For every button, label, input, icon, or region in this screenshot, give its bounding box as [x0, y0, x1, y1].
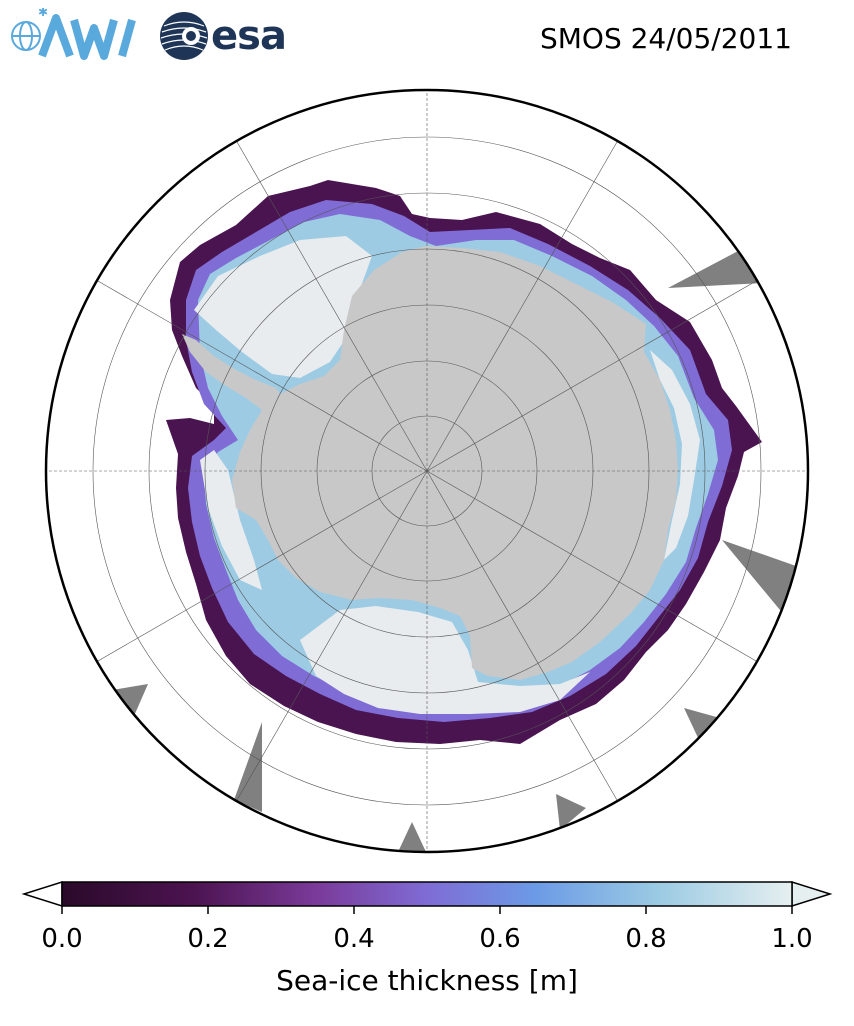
esa-wordmark: esa — [211, 13, 287, 59]
colorbar-label: Sea-ice thickness [m] — [276, 964, 578, 997]
esa-globe-icon — [160, 12, 208, 60]
thick-sea-ice-east — [650, 350, 700, 560]
graticule-meridians — [46, 90, 808, 852]
awi-logo: ✱ — [11, 8, 136, 60]
colorbar-extend-max — [791, 880, 833, 908]
map-boundary — [44, 88, 810, 854]
colorbar-body — [61, 881, 793, 907]
antarctic-sea-ice-map — [44, 88, 810, 854]
colorbar-tick-label: 0.4 — [333, 924, 375, 954]
colorbar — [21, 880, 833, 914]
colorbar-tick-label: 0.2 — [187, 924, 229, 954]
colorbar-tick-label: 1.0 — [771, 924, 813, 954]
svg-text:✱: ✱ — [38, 8, 48, 19]
colorbar-tick-label: 0.8 — [625, 924, 667, 954]
thick-sea-ice-weddell-east — [300, 606, 590, 714]
thick-sea-ice-west — [200, 450, 262, 590]
antarctic-peninsula — [182, 334, 280, 410]
colorbar-tick-label: 0.6 — [479, 924, 521, 954]
esa-logo: esa — [158, 8, 308, 64]
colorbar-tick-label: 0.0 — [41, 924, 83, 954]
colorbar-ticks — [61, 906, 793, 914]
antarctica-landmass — [232, 246, 678, 680]
thick-sea-ice — [194, 236, 372, 378]
colorbar-extend-min — [21, 880, 63, 908]
map-title: SMOS 24/05/2011 — [539, 22, 792, 55]
